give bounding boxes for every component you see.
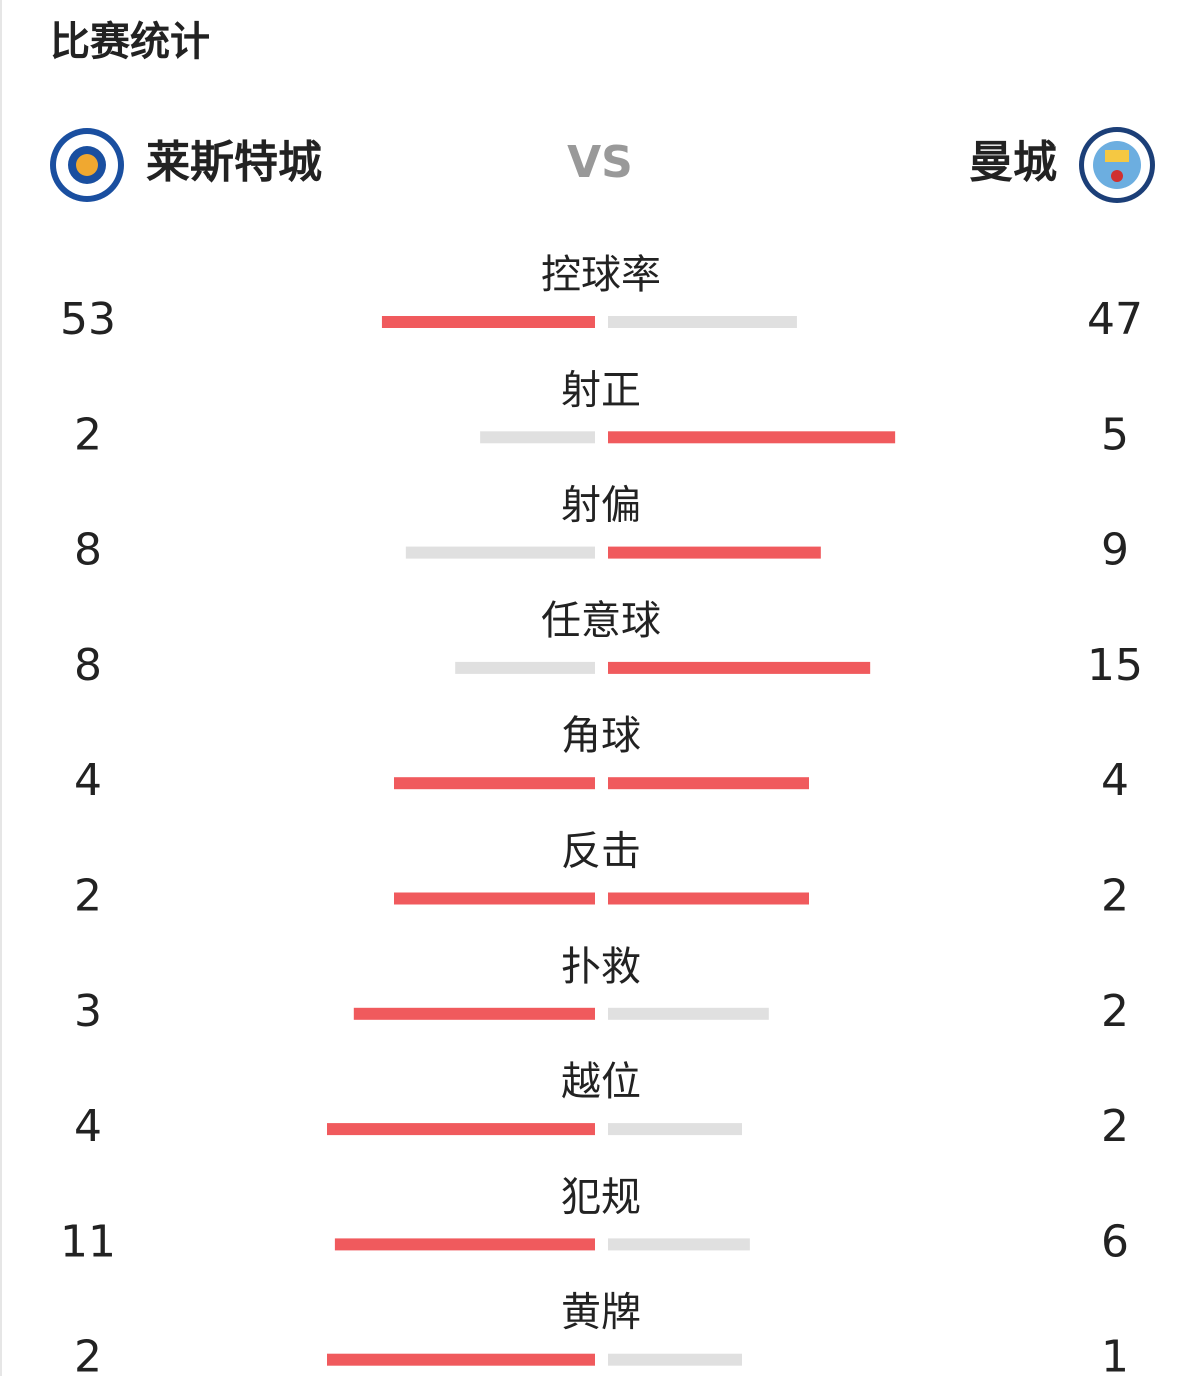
home-bar (327, 1353, 595, 1366)
away-logo (1079, 127, 1155, 203)
home-bar (334, 1238, 595, 1251)
home-bar (455, 661, 595, 674)
home-value: 4 (74, 755, 102, 806)
home-value: 3 (74, 986, 102, 1037)
away-value: 6 (1101, 1216, 1129, 1267)
away-bar (608, 546, 821, 559)
away-bar (608, 1238, 750, 1251)
away-value: 2 (1101, 1101, 1129, 1152)
stat-label: 扑救 (561, 944, 641, 990)
stat-label: 任意球 (541, 598, 661, 644)
home-value: 8 (74, 640, 102, 691)
home-value: 2 (74, 409, 102, 460)
stat-label: 射正 (561, 367, 641, 413)
away-bar (608, 316, 797, 328)
away-value: 1 (1101, 1332, 1129, 1376)
away-bar (608, 777, 809, 790)
stat-label: 角球 (561, 713, 641, 759)
home-bar (394, 777, 595, 790)
home-logo (50, 128, 124, 202)
stat-label: 犯规 (561, 1174, 641, 1220)
away-value: 47 (1087, 294, 1143, 345)
away-value: 4 (1101, 755, 1129, 806)
home-bar (327, 1123, 595, 1136)
home-bar (394, 892, 595, 905)
stat-label: 反击 (561, 829, 641, 875)
page-title: 比赛统计 (50, 19, 210, 65)
stat-label: 控球率 (541, 252, 661, 298)
home-value: 4 (74, 1101, 102, 1152)
away-value: 9 (1101, 525, 1129, 576)
home-bar (353, 1007, 595, 1020)
away-team: 曼城 (969, 137, 1057, 188)
away-value: 2 (1101, 871, 1129, 922)
away-value: 5 (1101, 409, 1129, 460)
home-bar (405, 546, 595, 559)
home-value: 53 (60, 294, 116, 345)
away-bar (608, 661, 871, 674)
stat-label: 射偏 (561, 483, 641, 529)
home-value: 11 (60, 1216, 116, 1267)
away-value: 2 (1101, 986, 1129, 1037)
stat-label: 黄牌 (561, 1290, 641, 1336)
home-bar (381, 316, 595, 328)
away-bar (608, 892, 809, 905)
home-value: 2 (74, 871, 102, 922)
away-bar (608, 431, 896, 444)
home-value: 2 (74, 1332, 102, 1376)
home-bar (480, 431, 595, 444)
home-team: 莱斯特城 (146, 137, 322, 188)
versus: VS (567, 137, 633, 188)
away-value: 15 (1087, 640, 1143, 691)
stat-label: 越位 (561, 1059, 641, 1105)
away-bar (608, 1353, 742, 1366)
away-bar (608, 1007, 769, 1020)
away-bar (608, 1123, 742, 1136)
home-value: 8 (74, 525, 102, 576)
